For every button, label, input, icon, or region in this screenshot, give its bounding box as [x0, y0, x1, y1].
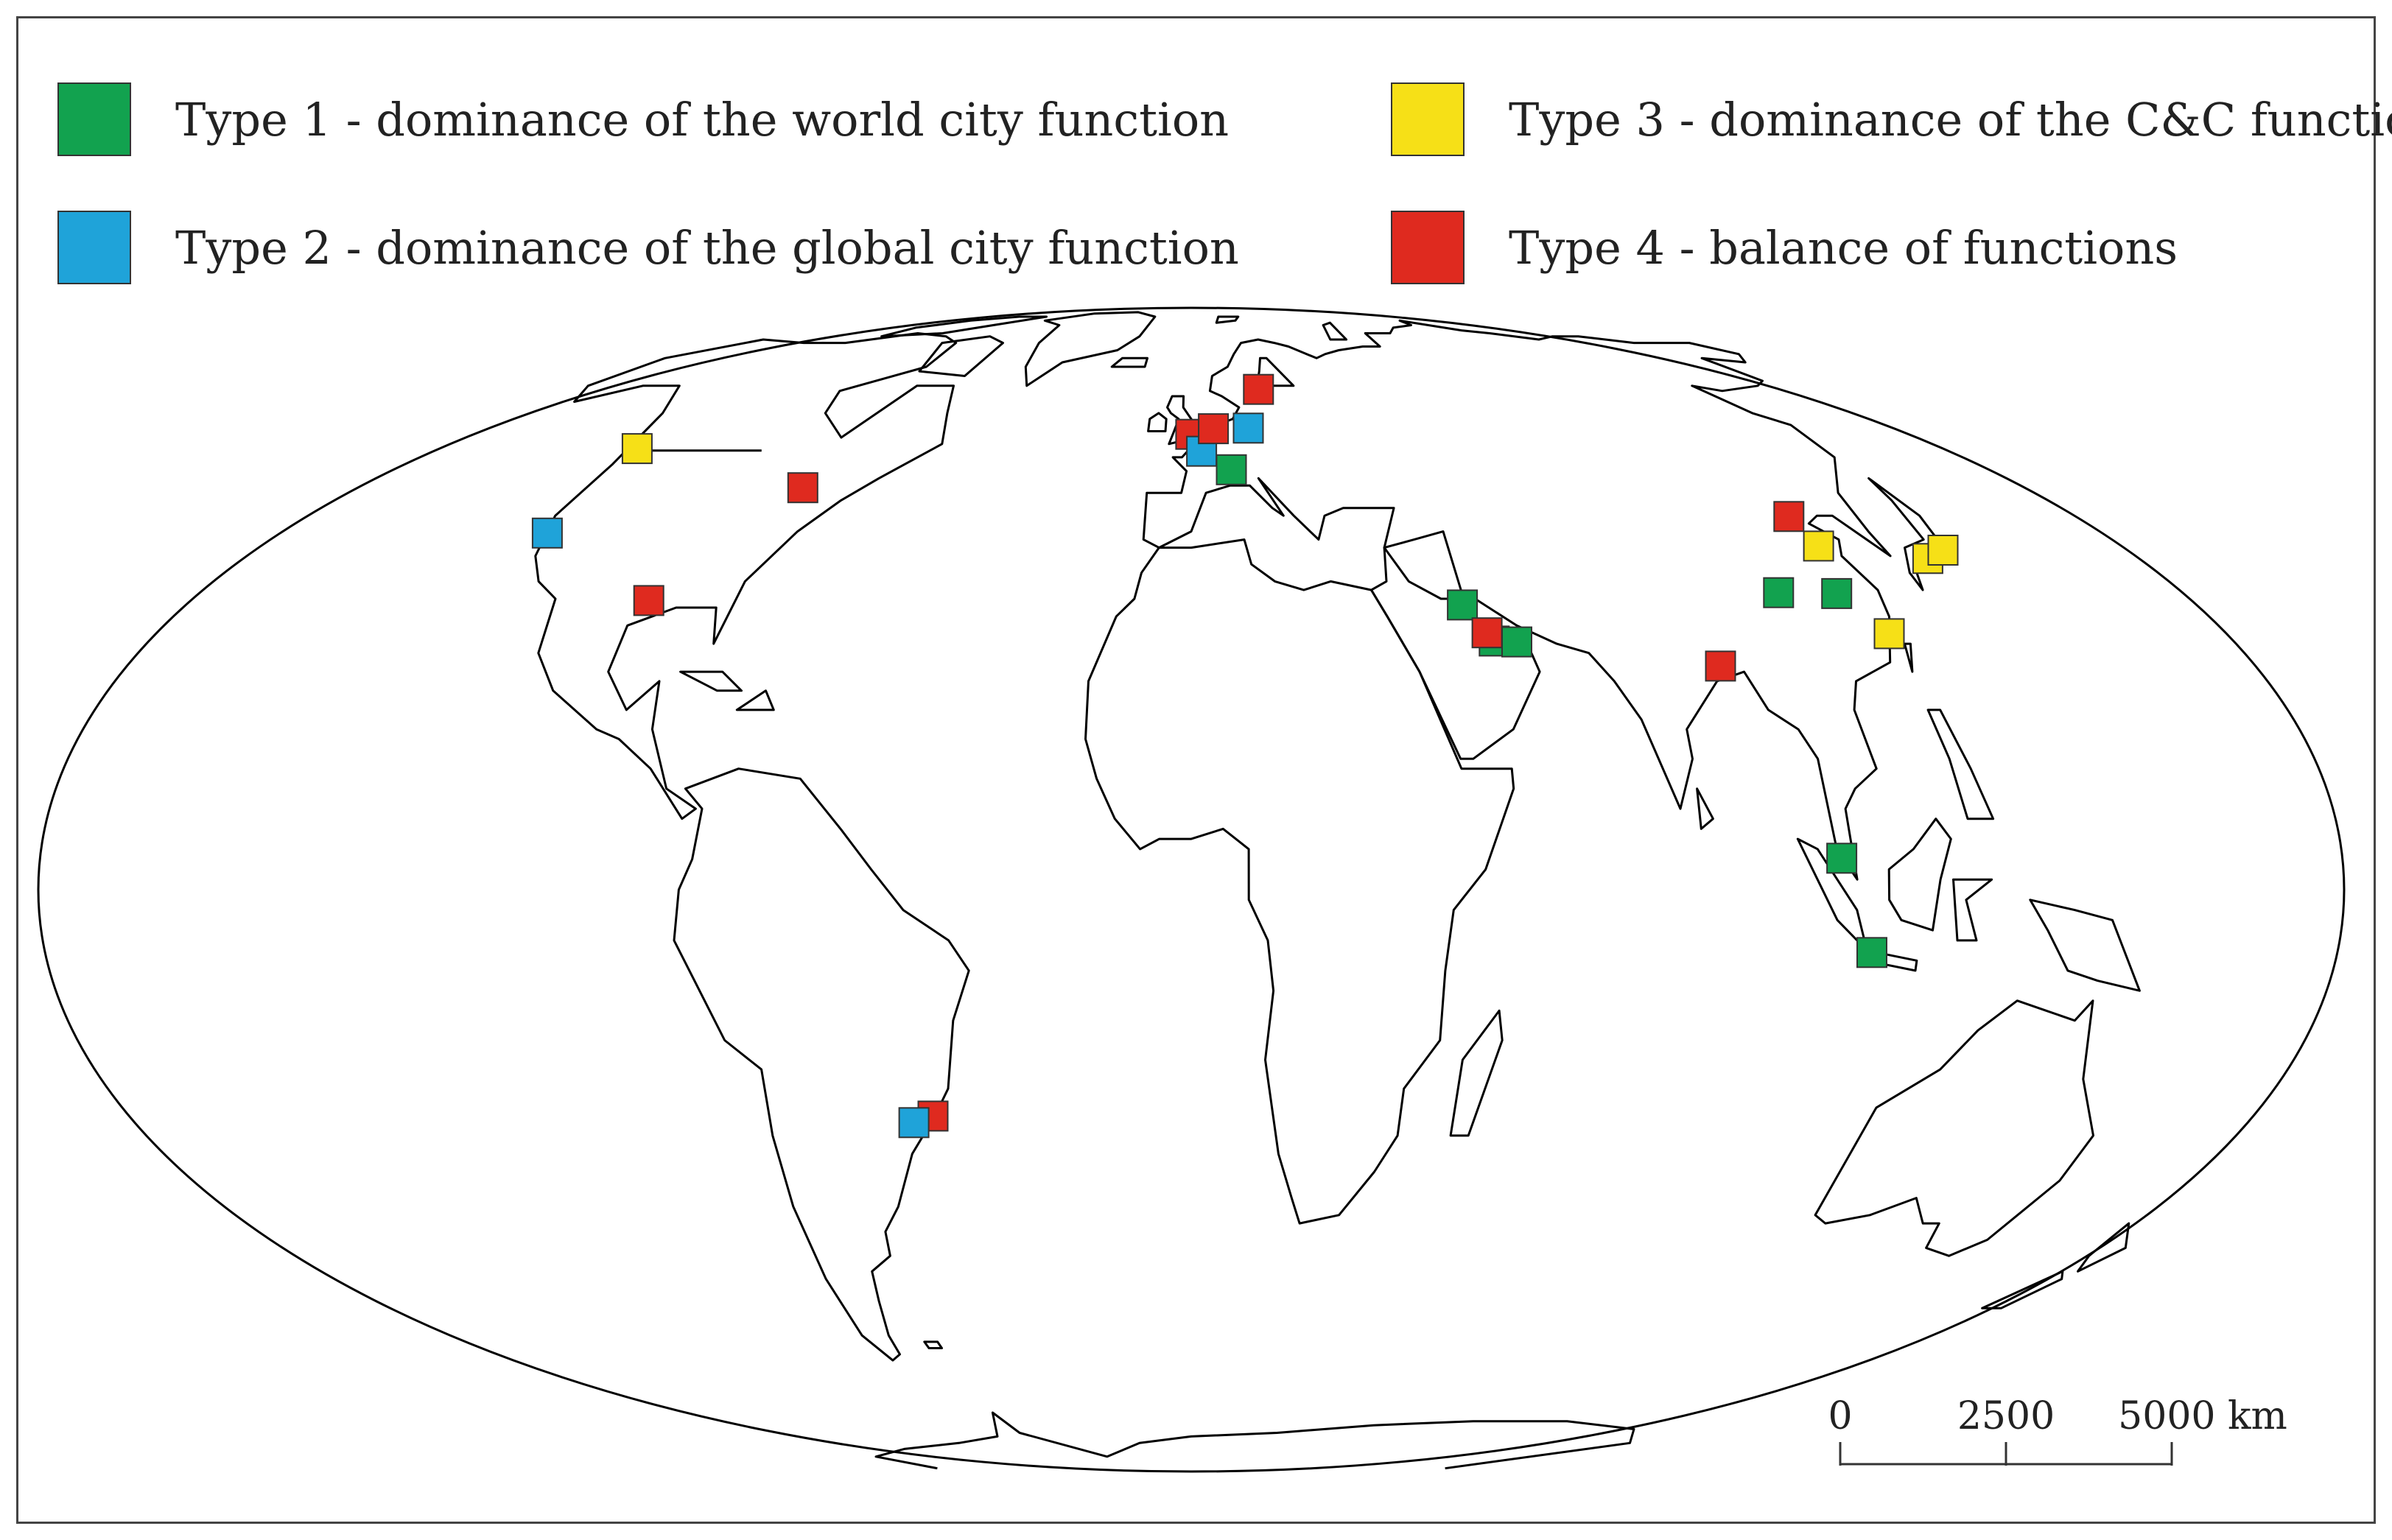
legend-swatch-type-2 — [57, 211, 131, 284]
legend-swatch-type-3 — [1391, 82, 1465, 156]
land-south-america — [673, 767, 970, 1362]
city-marker-type-3 — [1803, 530, 1834, 562]
land-taiwan — [1903, 642, 1914, 673]
land-outlines — [534, 311, 2141, 1470]
city-marker-type-1 — [1763, 577, 1795, 608]
land-arabia-inner — [1383, 530, 1465, 600]
city-marker-type-4 — [1471, 617, 1503, 649]
city-marker-type-4 — [787, 472, 818, 504]
globe-outline — [37, 306, 2346, 1473]
legend-label-type-2: Type 2 - dominance of the global city fu… — [175, 221, 1239, 275]
scale-label-2500: 2500 — [1957, 1394, 2055, 1438]
city-marker-type-1 — [1856, 937, 1887, 968]
city-marker-type-3 — [621, 433, 653, 465]
city-marker-type-4 — [1198, 413, 1230, 445]
legend-label-type-1: Type 1 - dominance of the world city fun… — [175, 93, 1230, 147]
land-novaya-zemlya — [1322, 321, 1348, 341]
land-new-guinea — [2029, 899, 2141, 992]
city-marker-type-1 — [1501, 626, 1532, 658]
land-baffin — [918, 335, 1004, 377]
land-iceland — [1110, 356, 1148, 368]
land-philippines — [1926, 709, 1995, 820]
city-markers — [531, 373, 1959, 1139]
city-marker-type-4 — [1773, 501, 1805, 532]
land-sulawesi — [1952, 878, 1993, 942]
land-borneo — [1887, 818, 1952, 932]
land-north-america — [534, 332, 958, 820]
city-marker-type-4 — [633, 585, 664, 616]
city-marker-type-1 — [1216, 454, 1247, 485]
scale-bar: 0 2500 5000 km — [1828, 1394, 2287, 1466]
city-marker-type-4 — [1705, 650, 1736, 682]
city-marker-type-4 — [1243, 373, 1274, 405]
land-ireland — [1147, 412, 1168, 432]
city-marker-type-2 — [1232, 412, 1264, 444]
land-arctic-isles — [880, 315, 1048, 338]
city-marker-type-1 — [1826, 843, 1858, 874]
land-africa — [1084, 538, 1515, 1225]
city-marker-type-2 — [531, 517, 563, 549]
city-marker-type-3 — [1927, 535, 1959, 566]
land-hispaniola — [735, 689, 775, 711]
city-marker-type-2 — [898, 1107, 930, 1139]
legend-swatch-type-1 — [57, 82, 131, 156]
city-marker-type-1 — [1447, 589, 1479, 621]
map-frame — [16, 16, 2376, 1524]
land-europe-asia — [1142, 319, 1892, 881]
land-scandinavia-gulf — [1255, 356, 1295, 387]
land-australia — [1814, 999, 2094, 1257]
land-sumatra — [1796, 837, 1868, 952]
land-cuba — [679, 670, 743, 692]
land-svalbard — [1215, 315, 1240, 324]
land-falklands — [923, 1340, 943, 1349]
land-new-zealand-n — [2077, 1222, 2130, 1273]
legend-label-type-3: Type 3 - dominance of the C&C function — [1509, 93, 2392, 147]
land-greenland — [1024, 311, 1157, 387]
city-marker-type-1 — [1821, 577, 1853, 609]
land-sri-lanka — [1696, 787, 1714, 830]
legend-swatch-type-4 — [1391, 211, 1465, 284]
land-madagascar — [1449, 1009, 1504, 1137]
legend-label-type-4: Type 4 - balance of functions — [1509, 221, 2178, 275]
land-new-zealand-s — [1981, 1270, 2064, 1309]
land-antarctica — [874, 1411, 1635, 1470]
city-marker-type-3 — [1873, 618, 1905, 650]
scale-label-5000: 5000 km — [2118, 1394, 2287, 1438]
scale-label-0: 0 — [1828, 1394, 1852, 1438]
